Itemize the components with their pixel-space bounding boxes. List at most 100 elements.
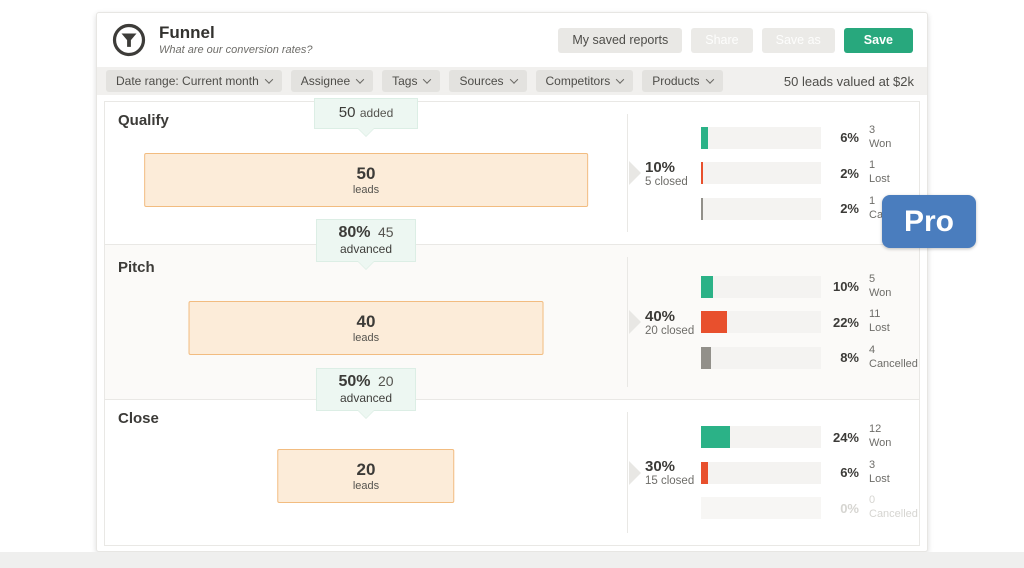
outcome-bar-fill (701, 126, 709, 149)
outcome-count: 12 (869, 423, 882, 436)
outcome-bar-track (701, 275, 821, 298)
outcome-name: Won (869, 286, 892, 299)
chevron-down-icon (355, 75, 365, 84)
filter-date-range[interactable]: Date range: Current month (106, 70, 282, 92)
closed-label: 5 closed (645, 175, 688, 188)
outcome-meta: 12 Won (869, 423, 919, 451)
stage-title: Pitch (118, 259, 155, 276)
filter-date-range-label: Date range: Current month (116, 74, 259, 88)
outcome-row-cancelled: 8% 4 Cancelled (701, 344, 919, 372)
closed-label: 15 closed (645, 475, 695, 487)
filter-assignee[interactable]: Assignee (290, 70, 374, 92)
outcome-bar-track (701, 497, 821, 519)
closed-pct: 10% (645, 158, 676, 176)
outcome-row-cancelled: 0% 0 Cancelled (701, 494, 919, 522)
outcome-meta: 4 Cancelled (869, 344, 919, 372)
filter-sources[interactable]: Sources (449, 70, 527, 92)
outcome-name: Won (869, 437, 892, 449)
leads-count: 20 (356, 459, 376, 479)
funnel-icon (112, 23, 146, 57)
outcome-bar-fill (701, 346, 711, 369)
outcome-pct: 24% (832, 429, 859, 445)
outcome-bar-fill (701, 197, 704, 220)
leads-unit: leads (352, 184, 380, 197)
outcome-meta: 1 Lost (869, 159, 919, 187)
filter-tags[interactable]: Tags (382, 70, 441, 92)
outcome-name: Won (869, 137, 892, 150)
funnel-report-body: Qualify 50 added 50 leads 80% 45 advance… (97, 95, 927, 546)
filter-products-label: Products (652, 74, 700, 88)
outcome-row-won: 24% 12 Won (701, 423, 919, 451)
save-as-button[interactable]: Save as (761, 27, 835, 53)
funnel-bar-close[interactable]: 20 leads (277, 449, 455, 503)
save-button[interactable]: Save (843, 27, 913, 53)
outcome-count: 3 (869, 123, 876, 136)
funnel-bar-qualify[interactable]: 50 leads (144, 153, 588, 207)
outcome-pct: 22% (832, 314, 859, 330)
advanced-pct: 80% (338, 224, 371, 241)
filter-products[interactable]: Products (642, 70, 723, 92)
stage-close-funnel: Close 20 leads (105, 400, 627, 545)
outcome-name: Cancelled (869, 508, 918, 520)
outcome-row-won: 6% 3 Won (701, 124, 919, 152)
closed-pct: 40% (645, 307, 676, 325)
outcome-pct: 6% (840, 130, 859, 145)
outcome-name: Lost (869, 322, 890, 334)
added-badge: 50 added (314, 98, 418, 137)
leads-count: 50 (356, 163, 376, 183)
outcome-bar-fill (701, 461, 709, 484)
advanced-pct: 50% (338, 373, 371, 390)
pro-badge: Pro (882, 195, 976, 248)
stage-close: Close 20 leads 30% 15 closed 24% 12 Won (104, 399, 920, 546)
chevron-down-icon (705, 75, 714, 84)
report-header: Funnel What are our conversion rates? My… (97, 13, 927, 67)
page-title: Funnel (159, 22, 215, 42)
outcome-meta: 3 Lost (869, 459, 919, 487)
outcome-bar-track (701, 126, 821, 149)
outcome-bar-fill (701, 311, 728, 333)
chevron-down-icon (264, 75, 273, 84)
arrow-right-icon (629, 310, 641, 334)
filter-competitors[interactable]: Competitors (535, 70, 634, 92)
advanced-count: 20 (377, 373, 394, 389)
outcome-pct: 0% (840, 500, 859, 516)
outcome-meta: 5 Won (869, 273, 919, 301)
advanced-label: advanced (339, 242, 393, 256)
outcome-bar-track (701, 311, 821, 333)
outcome-meta: 11 Lost (869, 308, 919, 336)
leads-count: 40 (356, 311, 376, 331)
outcome-bar-fill (701, 275, 713, 298)
funnel-bar-pitch[interactable]: 40 leads (188, 301, 544, 355)
advanced-badge: 50% 20 advanced (316, 368, 416, 420)
outcome-bar-track (701, 197, 821, 220)
page-subtitle: What are our conversion rates? (159, 44, 313, 57)
share-button[interactable]: Share (691, 27, 753, 53)
outcome-row-lost: 6% 3 Lost (701, 459, 919, 487)
stage-title: Qualify (118, 112, 169, 129)
filter-tags-label: Tags (392, 74, 418, 88)
filter-competitors-label: Competitors (545, 74, 611, 88)
my-saved-reports-button[interactable]: My saved reports (558, 27, 683, 53)
outcome-bar-track (701, 162, 821, 184)
outcome-name: Cancelled (869, 357, 918, 370)
outcome-pct: 8% (840, 350, 859, 365)
outcome-count: 1 (869, 194, 876, 207)
closed-label: 20 closed (645, 324, 695, 337)
filter-sources-label: Sources (459, 74, 504, 88)
outcome-count: 1 (869, 159, 876, 172)
stage-qualify: Qualify 50 added 50 leads 80% 45 advance… (104, 98, 920, 271)
added-label: added (359, 106, 394, 120)
outcome-pct: 6% (840, 465, 859, 480)
outcome-count: 5 (869, 272, 876, 285)
outcome-count: 11 (869, 308, 881, 321)
outcome-pct: 10% (832, 279, 859, 294)
chevron-down-icon (423, 75, 432, 84)
advanced-badge: 80% 45 advanced (316, 219, 416, 271)
filter-bar: Date range: Current month Assignee Tags … (97, 67, 927, 95)
funnel-report-card: Funnel What are our conversion rates? My… (96, 12, 928, 552)
outcome-bar-track (701, 426, 821, 448)
stage-qualify-funnel: Qualify 50 added 50 leads 80% 45 advance… (105, 98, 627, 271)
arrow-right-icon (629, 161, 641, 185)
outcome-name: Lost (869, 472, 890, 485)
chevron-down-icon (615, 75, 625, 84)
